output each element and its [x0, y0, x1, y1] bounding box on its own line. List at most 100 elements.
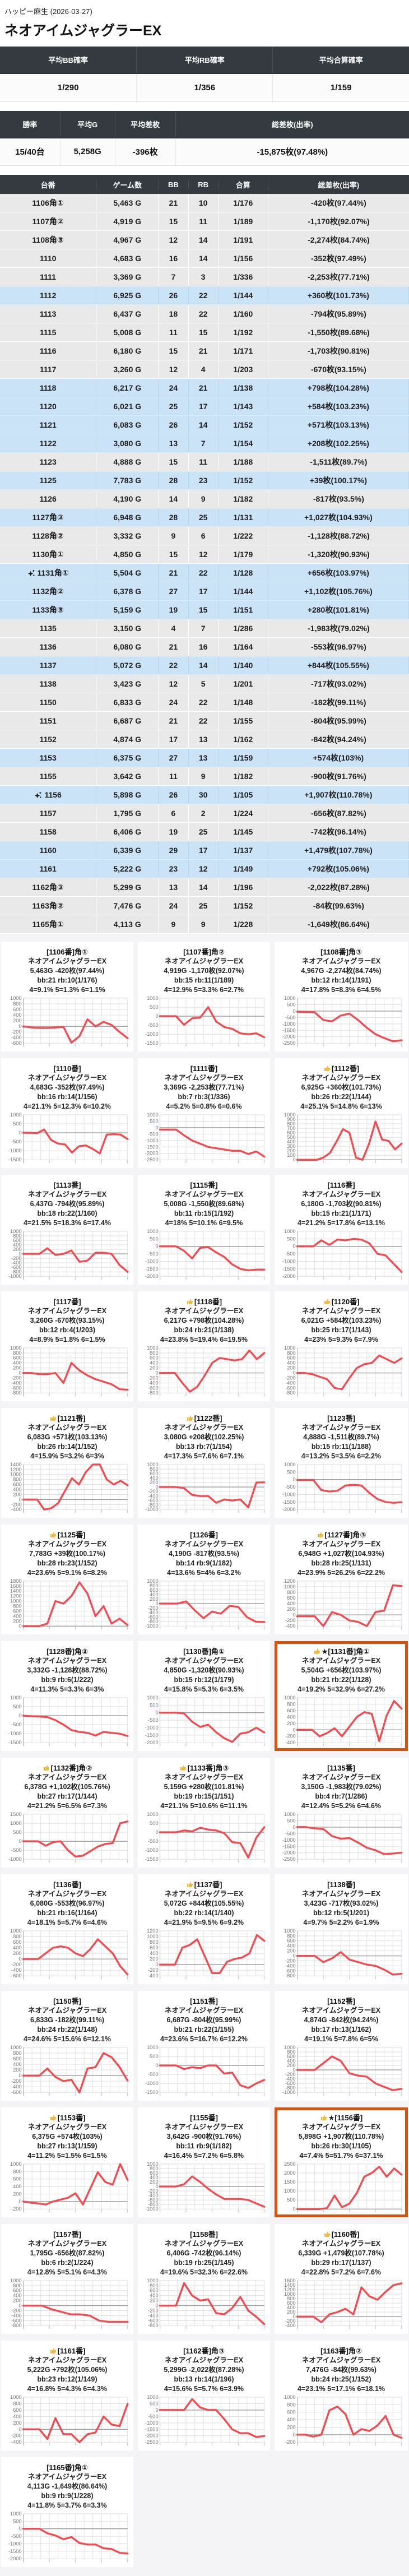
table-row[interactable]: 1112 6,925 G 26 22 1/144 +360枚(101.73%) — [0, 286, 409, 305]
machine-card[interactable]: [1106番]角① ネオアイムジャグラーEX 5,463G -420枚(97.44%… — [1, 942, 133, 1051]
machine-card[interactable]: ★[1156番] ネオアイムジャグラーEX 5,898G +1,907枚(110.7… — [275, 2107, 408, 2217]
machine-card[interactable]: [1162番]角③ ネオアイムジャグラーEX 5,299G -2,022枚(87.2… — [138, 2341, 270, 2450]
machine-card[interactable]: [1125番] ネオアイムジャグラーEX 7,783G +39枚(100.17%) b… — [1, 1525, 133, 1634]
svg-text:600: 600 — [150, 1587, 159, 1593]
machine-card[interactable]: [1128番]角② ネオアイムジャグラーEX 3,332G -1,128枚(88.7… — [1, 1641, 133, 1751]
machine-card[interactable]: [1123番] ネオアイムジャグラーEX 4,888G -1,511枚(89.7%)… — [275, 1408, 408, 1518]
machine-card[interactable]: [1111番] ネオアイムジャグラーEX 3,369G -2,253枚(77.71%… — [138, 1058, 270, 1168]
machine-card[interactable]: [1137番] ネオアイムジャグラーEX 5,072G +844枚(105.55%)… — [138, 1874, 270, 1984]
machine-card[interactable]: [1107番]角② ネオアイムジャグラーEX 4,919G -1,170枚(92.0… — [138, 942, 270, 1051]
machine-card[interactable]: [1152番] ネオアイムジャグラーEX 4,874G -842枚(94.24%) b… — [275, 1991, 408, 2101]
machine-card[interactable]: [1163番]角② ネオアイムジャグラーEX 7,476G -84枚(99.63%)… — [275, 2341, 408, 2450]
table-row[interactable]: 1111 3,369 G 7 3 1/336 -2,253枚(77.71%) — [0, 268, 409, 286]
table-row[interactable]: 1122 3,080 G 13 7 1/154 +208枚(102.25%) — [0, 434, 409, 453]
table-row[interactable]: 1162角③ 5,299 G 13 14 1/196 -2,022枚(87.28%) — [0, 878, 409, 897]
machine-card[interactable]: ★[1131番]角① ネオアイムジャグラーEX 5,504G +656枚(103.9… — [275, 1641, 408, 1751]
svg-text:-1500: -1500 — [145, 2426, 159, 2432]
machine-card[interactable]: [1155番] ネオアイムジャグラーEX 3,642G -900枚(91.76%) b… — [138, 2107, 270, 2217]
table-row[interactable]: 1115 5,008 G 11 15 1/192 -1,550枚(89.68%) — [0, 323, 409, 342]
col-total-diff: 総差枚(出率) — [318, 180, 360, 189]
machine-card[interactable]: [1113番] ネオアイムジャグラーEX 6,437G -794枚(95.89%) b… — [1, 1175, 133, 1285]
svg-text:200: 200 — [287, 1948, 296, 1954]
table-row[interactable]: 1158 6,406 G 19 25 1/145 -742枚(96.14%) — [0, 823, 409, 841]
table-row[interactable]: 1165角① 4,113 G 9 9 1/228 -1,649枚(86.64%) — [0, 915, 409, 934]
machine-card[interactable]: [1157番] ネオアイムジャグラーEX 1,795G -656枚(87.82%) b… — [1, 2224, 133, 2334]
machine-card[interactable]: [1136番] ネオアイムジャグラーEX 6,080G -553枚(96.97%) b… — [1, 1874, 133, 1984]
table-row[interactable]: 1155 3,642 G 11 9 1/182 -900枚(91.76%) — [0, 767, 409, 786]
machine-card[interactable]: [1116番] ネオアイムジャグラーEX 6,180G -1,703枚(90.81%… — [275, 1175, 408, 1285]
machine-card[interactable]: [1153番] ネオアイムジャグラーEX 6,375G +574枚(103%) bb:… — [1, 2107, 133, 2217]
table-row[interactable]: 1106角① 5,463 G 21 10 1/176 -420枚(97.44%) — [0, 194, 409, 212]
table-row[interactable]: 1108角③ 4,967 G 12 14 1/191 -2,274枚(84.74%) — [0, 231, 409, 249]
machine-card[interactable]: [1122番] ネオアイムジャグラーEX 3,080G +208枚(102.25%)… — [138, 1408, 270, 1518]
machine-card[interactable]: [1130番]角① ネオアイムジャグラーEX 4,850G -1,320枚(90.9… — [138, 1641, 270, 1751]
table-row[interactable]: 1107角② 4,919 G 15 11 1/189 -1,170枚(92.07%) — [0, 212, 409, 231]
table-row[interactable]: 1110 4,683 G 16 14 1/156 -352枚(97.49%) — [0, 249, 409, 268]
table-row[interactable]: 1133角③ 5,159 G 19 15 1/151 +280枚(101.81%) — [0, 601, 409, 619]
table-row[interactable]: 1153 6,375 G 27 13 1/159 +574枚(103%) — [0, 749, 409, 767]
table-row[interactable]: 1157 1,795 G 6 2 1/224 -656枚(87.82%) — [0, 804, 409, 823]
table-row[interactable]: 1136 6,080 G 21 16 1/164 -553枚(96.97%) — [0, 638, 409, 656]
machine-card[interactable]: [1132番]角② ネオアイムジャグラーEX 6,378G +1,102枚(105.… — [1, 1758, 133, 1868]
machine-card[interactable]: [1138番] ネオアイムジャグラーEX 3,423G -717枚(93.02%) b… — [275, 1874, 408, 1984]
machine-card[interactable]: [1117番] ネオアイムジャグラーEX 3,260G -670枚(93.15%) b… — [1, 1291, 133, 1401]
svg-text:500: 500 — [13, 1829, 22, 1835]
table-row[interactable]: 1116 6,180 G 15 21 1/171 -1,703枚(90.81%) — [0, 342, 409, 360]
table-row[interactable]: 1126 4,190 G 14 9 1/182 -817枚(93.5%) — [0, 490, 409, 508]
bb-cell: 18 — [159, 305, 189, 323]
table-row[interactable]: 1135 3,150 G 4 7 1/286 -1,983枚(79.02%) — [0, 619, 409, 638]
table-row[interactable]: 1118 6,217 G 24 21 1/138 +798枚(104.28%) — [0, 379, 409, 397]
card-games-diff: 4,850G -1,320枚(90.93%) — [164, 1666, 244, 1674]
machine-card[interactable]: [1161番] ネオアイムジャグラーEX 5,222G +792枚(105.06%)… — [1, 2341, 133, 2450]
card-games-diff: 6,833G -182枚(99.11%) — [30, 2016, 105, 2024]
table-row[interactable]: 1128角② 3,332 G 9 6 1/222 -1,128枚(88.72%) — [0, 527, 409, 545]
thumbs-up-icon — [314, 1648, 320, 1654]
machine-card[interactable]: [1165番]角① ネオアイムジャグラーEX 4,113G -1,649枚(86.6… — [1, 2457, 133, 2567]
table-row[interactable]: 1117 3,260 G 12 4 1/203 -670枚(93.15%) — [0, 360, 409, 379]
machine-card[interactable]: [1120番] ネオアイムジャグラーEX 6,021G +584枚(103.23%)… — [275, 1291, 408, 1401]
machine-card[interactable]: [1112番] ネオアイムジャグラーEX 6,925G +360枚(101.73%)… — [275, 1058, 408, 1168]
machine-card[interactable]: [1121番] ネオアイムジャグラーEX 6,083G +571枚(103.13%)… — [1, 1408, 133, 1518]
machine-card[interactable]: [1127番]角③ ネオアイムジャグラーEX 6,948G +1,027枚(104.… — [275, 1525, 408, 1634]
svg-text:-200: -200 — [285, 2318, 296, 2324]
diff-cell: -182枚(99.11%) — [311, 698, 366, 707]
table-row[interactable]: 1125 7,783 G 28 23 1/152 +39枚(100.17%) — [0, 471, 409, 490]
machine-card[interactable]: [1118番] ネオアイムジャグラーEX 6,217G +798枚(104.28%)… — [138, 1291, 270, 1401]
table-row[interactable]: 1160 6,339 G 29 17 1/137 +1,479枚(107.78%) — [0, 841, 409, 860]
table-row[interactable]: 1151 6,687 G 21 22 1/155 -804枚(95.99%) — [0, 712, 409, 730]
table-row[interactable]: 1123 4,888 G 15 11 1/188 -1,511枚(89.7%) — [0, 453, 409, 471]
rb-cell: 21 — [189, 342, 219, 360]
machine-card[interactable]: [1160番] ネオアイムジャグラーEX 6,339G +1,479枚(107.78… — [275, 2224, 408, 2334]
machine-card[interactable]: [1135番] ネオアイムジャグラーEX 3,150G -1,983枚(79.02%… — [275, 1758, 408, 1868]
machine-card[interactable]: [1126番] ネオアイムジャグラーEX 4,190G -817枚(93.5%) bb… — [138, 1525, 270, 1634]
table-row[interactable]: 1113 6,437 G 18 22 1/160 -794枚(95.89%) — [0, 305, 409, 323]
diff-cell: -1,649枚(86.64%) — [308, 920, 370, 929]
machine-card[interactable]: [1108番]角③ ネオアイムジャグラーEX 4,967G -2,274枚(84.7… — [275, 942, 408, 1051]
machine-card[interactable]: [1150番] ネオアイムジャグラーEX 6,833G -182枚(99.11%) b… — [1, 1991, 133, 2101]
table-row[interactable]: 1150 6,833 G 24 22 1/148 -182枚(99.11%) — [0, 693, 409, 712]
machine-card[interactable]: [1133番]角③ ネオアイムジャグラーEX 5,159G +280枚(101.81… — [138, 1758, 270, 1868]
table-row[interactable]: 1156 5,898 G 26 30 1/105 +1,907枚(110.78%) — [0, 786, 409, 804]
machine-card[interactable]: [1151番] ネオアイムジャグラーEX 6,687G -804枚(95.99%) b… — [138, 1991, 270, 2101]
table-row[interactable]: 1138 3,423 G 12 5 1/201 -717枚(93.02%) — [0, 675, 409, 693]
table-row[interactable]: 1120 6,021 G 25 17 1/143 +584枚(103.23%) — [0, 397, 409, 416]
table-row[interactable]: 1132角② 6,378 G 27 17 1/144 +1,102枚(105.76%) — [0, 582, 409, 601]
table-row[interactable]: 1161 5,222 G 23 12 1/149 +792枚(105.06%) — [0, 860, 409, 878]
table-row[interactable]: 1152 4,874 G 17 13 1/162 -842枚(94.24%) — [0, 730, 409, 749]
svg-text:600: 600 — [150, 1945, 159, 1950]
table-row[interactable]: 1163角② 7,476 G 24 25 1/152 -84枚(99.63%) — [0, 897, 409, 915]
svg-text:0: 0 — [292, 2314, 295, 2319]
table-row[interactable]: 1127角③ 6,948 G 28 25 1/131 +1,027枚(104.93%) — [0, 508, 409, 527]
machine-card[interactable]: [1158番] ネオアイムジャグラーEX 6,406G -742枚(96.14%) b… — [138, 2224, 270, 2334]
table-row[interactable]: 1131角① 5,504 G 21 22 1/128 +656枚(103.97%) — [0, 564, 409, 582]
bb-cell: 27 — [159, 749, 189, 767]
machine-card[interactable]: [1115番] ネオアイムジャグラーEX 5,008G -1,550枚(89.68%… — [138, 1175, 270, 1285]
table-row[interactable]: 1137 5,072 G 22 14 1/140 +844枚(105.55%) — [0, 656, 409, 675]
table-row[interactable]: 1130角① 4,850 G 15 12 1/179 -1,320枚(90.93%) — [0, 545, 409, 564]
machine-card[interactable]: [1110番] ネオアイムジャグラーEX 4,683G -352枚(97.49%) b… — [1, 1058, 133, 1168]
svg-text:1000: 1000 — [147, 1346, 159, 1351]
gassan-cell: 1/222 — [219, 527, 268, 545]
table-row[interactable]: 1121 6,083 G 26 14 1/152 +571枚(103.13%) — [0, 416, 409, 434]
